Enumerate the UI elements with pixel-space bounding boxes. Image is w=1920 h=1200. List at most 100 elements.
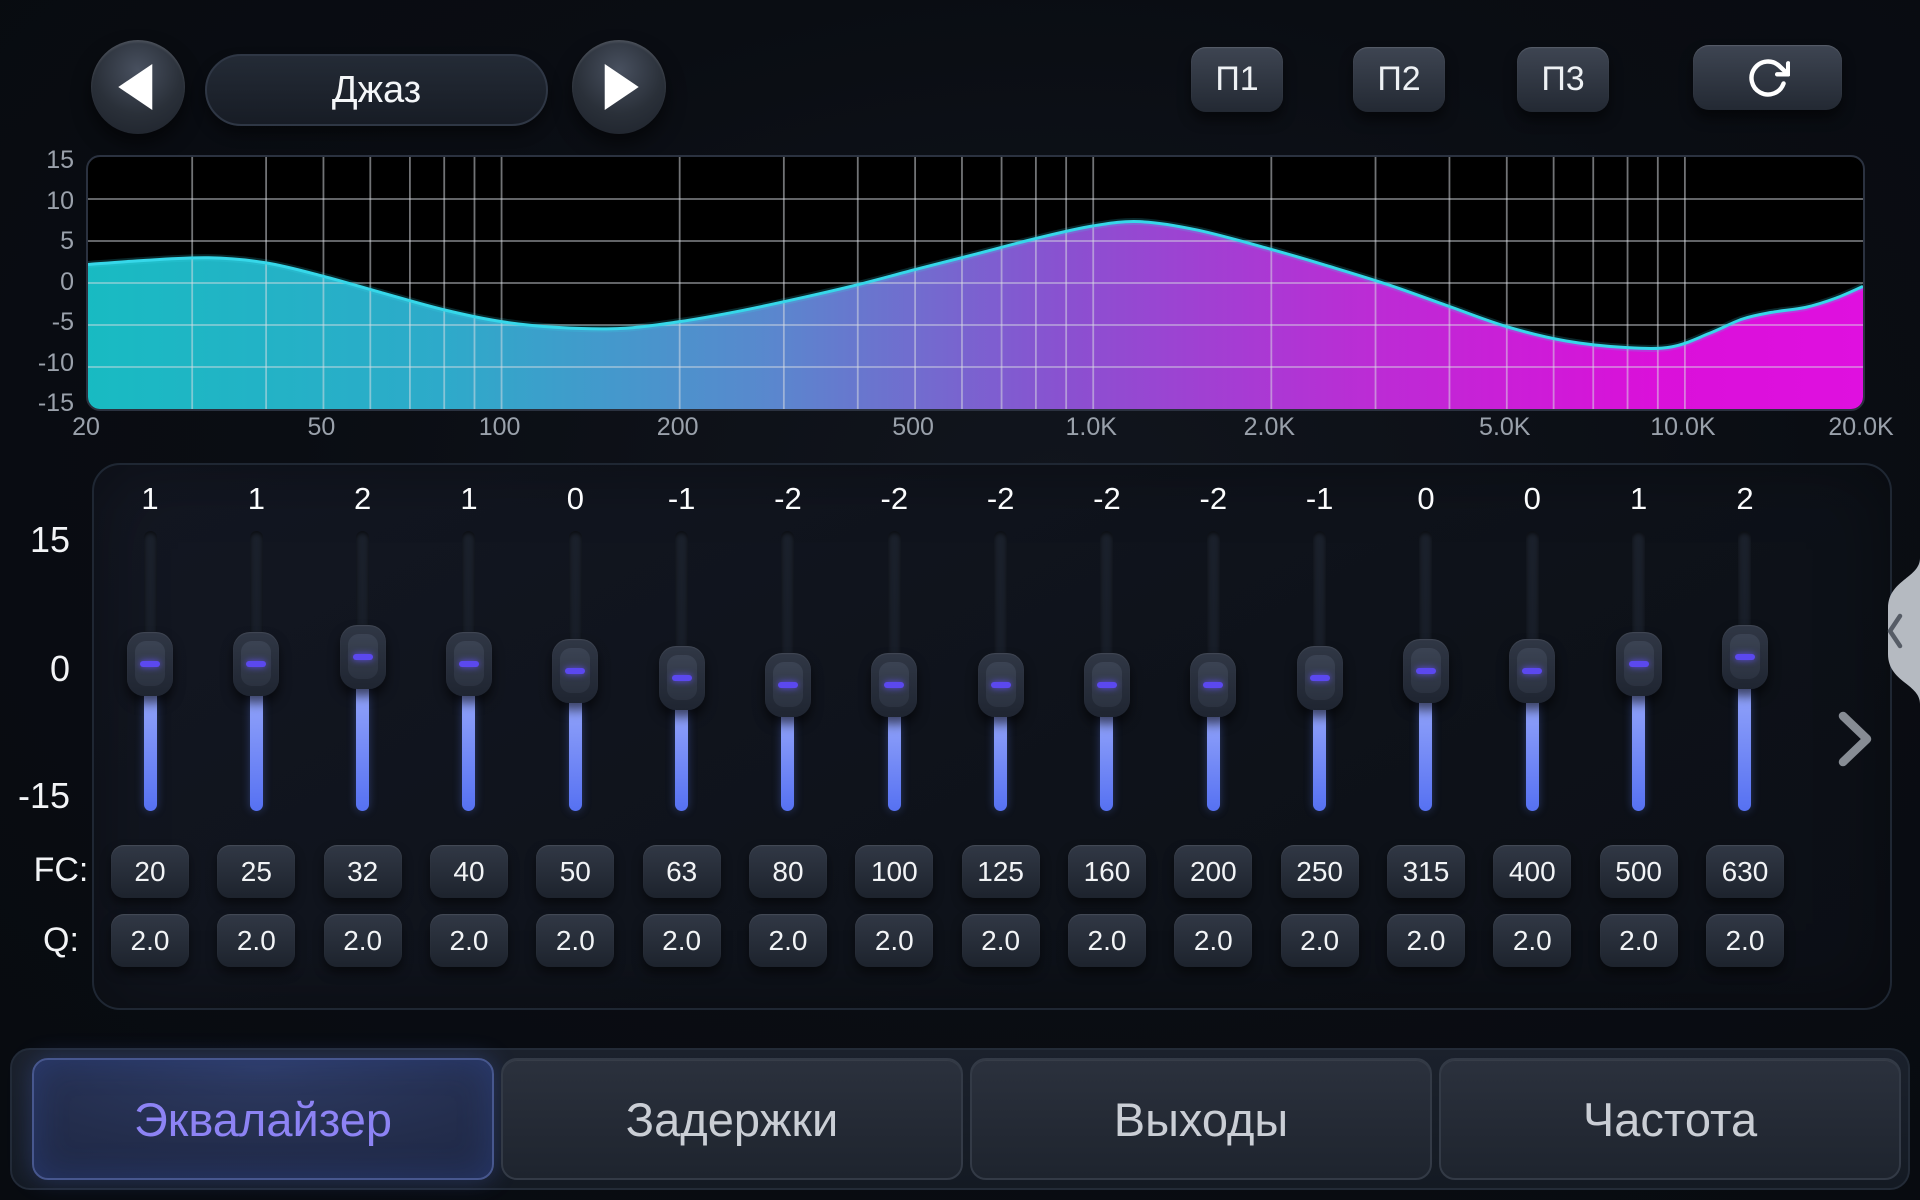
band-fc-button[interactable]: 63 xyxy=(642,845,721,898)
memory-button-1[interactable]: П1 xyxy=(1191,47,1283,112)
band-q-button[interactable]: 2.0 xyxy=(748,914,827,967)
band-fc-button[interactable]: 400 xyxy=(1493,845,1572,898)
band-slider-handle[interactable] xyxy=(1083,653,1130,718)
band-slider-handle-dash-icon xyxy=(671,675,692,682)
band-slider-handle[interactable] xyxy=(1615,631,1662,696)
band-slider-handle-dash-icon xyxy=(1309,675,1330,682)
band-slider-fill xyxy=(356,682,370,811)
band-q-button[interactable]: 2.0 xyxy=(855,914,934,967)
band-slider-handle-dash-icon xyxy=(246,660,267,667)
band-q-button[interactable]: 2.0 xyxy=(217,914,296,967)
band-q-button[interactable]: 2.0 xyxy=(1599,914,1678,967)
memory-button-3[interactable]: П3 xyxy=(1517,47,1609,112)
band-slider-handle-dash-icon xyxy=(990,682,1011,689)
slider-scale-zero: 0 xyxy=(49,648,70,689)
band-slider-handle[interactable] xyxy=(1190,653,1237,718)
band-slider-handle[interactable] xyxy=(1296,646,1343,711)
q-row-label: Q: xyxy=(43,921,79,959)
band-q-button[interactable]: 2.0 xyxy=(536,914,615,967)
reset-button[interactable] xyxy=(1693,45,1842,110)
band-slider-handle-dash-icon xyxy=(1415,668,1436,674)
band-slider-handle[interactable] xyxy=(233,631,280,696)
chart-x-tick: 500 xyxy=(892,413,934,441)
band-q-button[interactable]: 2.0 xyxy=(111,914,189,967)
preset-name: Джаз xyxy=(331,68,422,111)
chart-y-tick: 5 xyxy=(60,227,74,255)
band-slider-handle[interactable] xyxy=(127,631,173,696)
tab-2[interactable]: Задержки xyxy=(501,1058,963,1180)
band-fc-button[interactable]: 100 xyxy=(855,845,934,898)
chart-y-tick: 15 xyxy=(46,146,74,174)
preset-selector[interactable]: Джаз xyxy=(205,54,548,126)
band-slider-fill xyxy=(1100,711,1114,811)
tab-1[interactable]: Эквалайзер xyxy=(32,1058,494,1180)
band-fc-button[interactable]: 25 xyxy=(217,845,296,898)
chart-x-tick: 20 xyxy=(72,413,100,441)
slider-scale-min: -15 xyxy=(17,775,70,816)
band-slider-fill xyxy=(1313,704,1327,811)
band-q-button[interactable]: 2.0 xyxy=(1067,914,1146,967)
reset-clockwise-icon xyxy=(1748,58,1790,97)
chart-y-tick: -15 xyxy=(37,389,74,417)
band-q-button[interactable]: 2.0 xyxy=(642,914,721,967)
band-slider-handle-dash-icon xyxy=(1096,682,1117,689)
band-gain-value: -2 xyxy=(1093,481,1121,516)
band-slider-handle[interactable] xyxy=(658,646,705,711)
band-q-button[interactable]: 2.0 xyxy=(961,914,1040,967)
band-gain-value: 0 xyxy=(1523,481,1541,516)
left-triangle-icon xyxy=(118,64,153,110)
band-fc-button[interactable]: 500 xyxy=(1599,845,1678,898)
band-q-button[interactable]: 2.0 xyxy=(323,914,402,967)
preset-prev-button[interactable] xyxy=(91,40,185,134)
band-gain-value: 2 xyxy=(354,481,372,516)
band-gain-value: -1 xyxy=(667,481,696,516)
band-slider-handle-dash-icon xyxy=(140,660,160,667)
band-gain-value: -2 xyxy=(986,481,1015,516)
side-drawer-handle[interactable] xyxy=(1864,558,1920,704)
band-gain-value: 2 xyxy=(1736,481,1754,516)
band-fc-button[interactable]: 200 xyxy=(1174,845,1253,898)
band-fc-button[interactable]: 40 xyxy=(429,845,508,898)
band-fc-button[interactable]: 160 xyxy=(1067,845,1146,898)
band-fc-button[interactable]: 32 xyxy=(323,845,402,898)
band-fc-button[interactable]: 630 xyxy=(1705,845,1784,898)
band-q-button[interactable]: 2.0 xyxy=(1280,914,1359,967)
tab-4[interactable]: Частота xyxy=(1439,1058,1901,1180)
band-slider-handle-dash-icon xyxy=(352,653,373,660)
band-slider-handle[interactable] xyxy=(552,639,599,703)
band-gain-value: 0 xyxy=(566,481,584,516)
next-band-bank-button[interactable] xyxy=(1838,711,1872,767)
band-q-button[interactable]: 2.0 xyxy=(429,914,508,967)
chart-x-tick: 5.0K xyxy=(1479,413,1531,441)
band-slider-handle[interactable] xyxy=(339,624,386,689)
band-gain-value: 0 xyxy=(1417,481,1435,516)
band-fc-button[interactable]: 20 xyxy=(111,845,189,898)
band-slider-handle[interactable] xyxy=(871,653,918,718)
preset-next-button[interactable] xyxy=(572,40,666,134)
eq-curve-chart xyxy=(86,155,1865,411)
tab-3[interactable]: Выходы xyxy=(970,1058,1432,1180)
band-fc-button[interactable]: 80 xyxy=(748,845,827,898)
band-slider-handle[interactable] xyxy=(1402,639,1449,703)
band-q-button[interactable]: 2.0 xyxy=(1386,914,1465,967)
band-gain-value: 1 xyxy=(1629,481,1648,516)
eq-curve-svg xyxy=(88,157,1863,409)
band-fc-button[interactable]: 250 xyxy=(1280,845,1359,898)
band-slider-handle[interactable] xyxy=(764,653,811,718)
chart-y-tick: -10 xyxy=(37,348,74,377)
band-fc-button[interactable]: 125 xyxy=(961,845,1040,898)
chart-x-tick: 10.0K xyxy=(1650,413,1716,441)
band-slider-handle[interactable] xyxy=(445,631,492,696)
band-slider-fill xyxy=(781,711,795,811)
band-gain-value: 1 xyxy=(460,481,478,516)
band-slider-handle[interactable] xyxy=(977,653,1024,718)
band-slider-handle[interactable] xyxy=(1721,624,1768,689)
band-q-button[interactable]: 2.0 xyxy=(1493,914,1572,967)
band-q-button[interactable]: 2.0 xyxy=(1705,914,1784,967)
band-fc-button[interactable]: 50 xyxy=(536,845,615,898)
band-fc-button[interactable]: 315 xyxy=(1386,845,1465,898)
memory-button-2[interactable]: П2 xyxy=(1353,47,1445,112)
band-q-button[interactable]: 2.0 xyxy=(1174,914,1253,967)
band-slider-handle-dash-icon xyxy=(458,660,479,667)
band-slider-handle[interactable] xyxy=(1509,639,1556,703)
